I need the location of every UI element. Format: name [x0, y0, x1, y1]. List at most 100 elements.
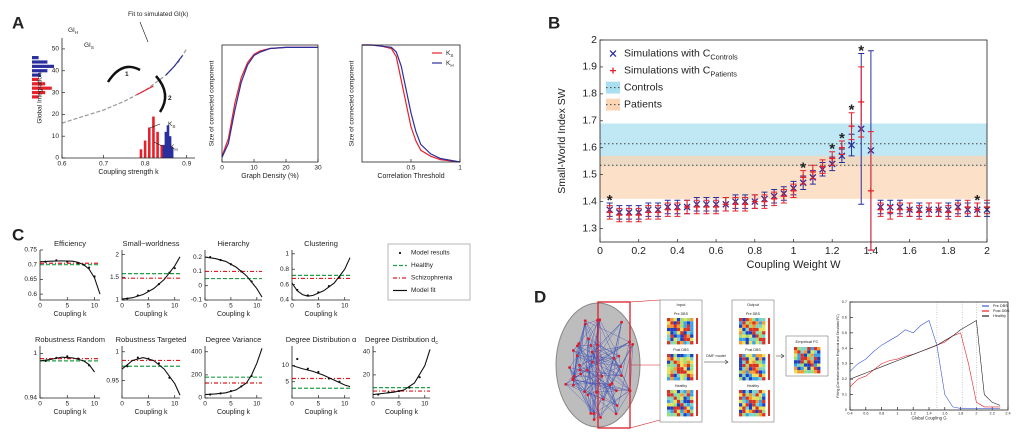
- panel-label: A: [12, 13, 24, 32]
- matrix-cell: [800, 350, 804, 354]
- matrix-label: Healthy: [675, 384, 687, 388]
- matrix-cell: [748, 413, 753, 417]
- legend-label-main: Pre DBS: [993, 304, 1008, 308]
- brain-edge: [579, 341, 630, 371]
- matrix-cell: [680, 327, 684, 332]
- x-axis-label: Graph Density (%): [241, 173, 299, 180]
- matrix-cell: [667, 354, 671, 358]
- marker: [838, 152, 846, 160]
- brain-edge: [615, 390, 631, 414]
- legend-label-main: Healthy: [993, 314, 1006, 318]
- brain-node: [590, 350, 594, 354]
- brain-edge: [597, 320, 630, 390]
- matrix-cell: [739, 321, 743, 325]
- brain-edge: [577, 345, 621, 367]
- matrix-cell: [739, 341, 743, 345]
- matrix-cell: [670, 370, 674, 374]
- matrix-cell: [762, 406, 766, 410]
- matrix-cell: [748, 363, 753, 368]
- marker: [664, 206, 671, 213]
- histogram-bar: [160, 144, 164, 158]
- matrix-cell: [807, 360, 811, 364]
- matrix-cell: [748, 324, 753, 328]
- matrix-cell: [673, 324, 677, 328]
- matrix-cell: [680, 413, 684, 417]
- matrix-cell: [690, 357, 694, 361]
- matrix-cell: [690, 337, 694, 342]
- matrix-cell: [673, 399, 677, 404]
- brain-node: [583, 390, 586, 393]
- matrix-cell: [690, 390, 694, 394]
- y-tick-label: 40: [52, 67, 60, 74]
- x-axis-label: Coupling k: [217, 311, 251, 318]
- annotation-main: Fit to simulated GI(k): [128, 11, 188, 18]
- marker: [655, 209, 662, 216]
- matrix-cell: [690, 327, 694, 332]
- matrix-cell: [686, 337, 691, 342]
- matrix-cell: [683, 360, 687, 364]
- matrix-cell: [742, 360, 746, 364]
- matrix-cell: [686, 341, 691, 345]
- matrix-cell: [690, 403, 694, 407]
- matrix-cell: [748, 373, 753, 378]
- marker: [173, 267, 176, 270]
- matrix-cell: [810, 347, 814, 351]
- brain-edge: [584, 324, 618, 406]
- matrix-cell: [755, 393, 759, 397]
- matrix-cell: [762, 377, 766, 381]
- matrix-cell: [752, 354, 756, 358]
- marker: [896, 206, 903, 213]
- matrix-cell: [676, 413, 681, 417]
- series-line: [372, 349, 431, 396]
- matrix-cell: [817, 347, 821, 351]
- x-tick-label: 5: [397, 401, 401, 408]
- matrix-cell: [680, 321, 684, 325]
- matrix-cell: [667, 393, 671, 397]
- brain-edge: [573, 379, 594, 414]
- matrix-cell: [680, 331, 684, 335]
- matrix-cell: [752, 370, 756, 374]
- matrix-cell: [762, 413, 766, 417]
- matrix-cell: [745, 377, 749, 381]
- matrix-cell: [752, 367, 756, 371]
- annotation: GIH: [68, 27, 78, 35]
- series-line: [204, 256, 263, 298]
- matrix-cell: [667, 413, 671, 417]
- matrix-cell: [680, 324, 684, 328]
- matrix-cell: [755, 396, 759, 400]
- y-tick-label: 1.8: [582, 88, 597, 100]
- marker: [867, 187, 874, 194]
- brain-edge: [602, 344, 633, 400]
- matrix-cell: [748, 341, 753, 345]
- matrix-cell: [762, 360, 766, 364]
- brain-edge: [579, 320, 586, 366]
- matrix-cell: [686, 373, 691, 378]
- x-tick-label: 5: [147, 303, 151, 310]
- matrix-cell: [794, 356, 798, 361]
- matrix-cell: [755, 367, 759, 371]
- y-tick-label: 0.2: [842, 377, 847, 381]
- matrix-cell: [758, 337, 763, 342]
- marker: [136, 356, 139, 359]
- matrix-cell: [742, 341, 746, 345]
- matrix-cell: [752, 393, 756, 397]
- marker: [809, 168, 816, 175]
- x-tick-label: 10: [171, 303, 179, 310]
- matrix-cell: [745, 337, 749, 342]
- y-tick-label: 1: [33, 350, 37, 357]
- matrix-cell: [667, 318, 671, 322]
- matrix-cell: [676, 341, 681, 345]
- matrix-cell: [803, 366, 808, 371]
- matrix-cell: [686, 370, 691, 374]
- matrix-cell: [686, 390, 691, 394]
- legend-label: Model results: [411, 250, 450, 257]
- matrix-cell: [742, 357, 746, 361]
- x-tick-label: 5: [65, 401, 69, 408]
- matrix-cell: [739, 367, 743, 371]
- matrix-cell: [755, 318, 759, 322]
- legend-label: KS: [446, 50, 453, 58]
- x-tick-label: 0.8: [141, 161, 150, 168]
- matrix-cell: [755, 324, 759, 328]
- matrix-cell: [762, 324, 766, 328]
